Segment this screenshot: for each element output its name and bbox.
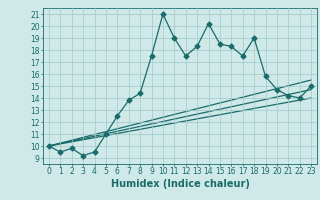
- X-axis label: Humidex (Indice chaleur): Humidex (Indice chaleur): [111, 179, 249, 189]
